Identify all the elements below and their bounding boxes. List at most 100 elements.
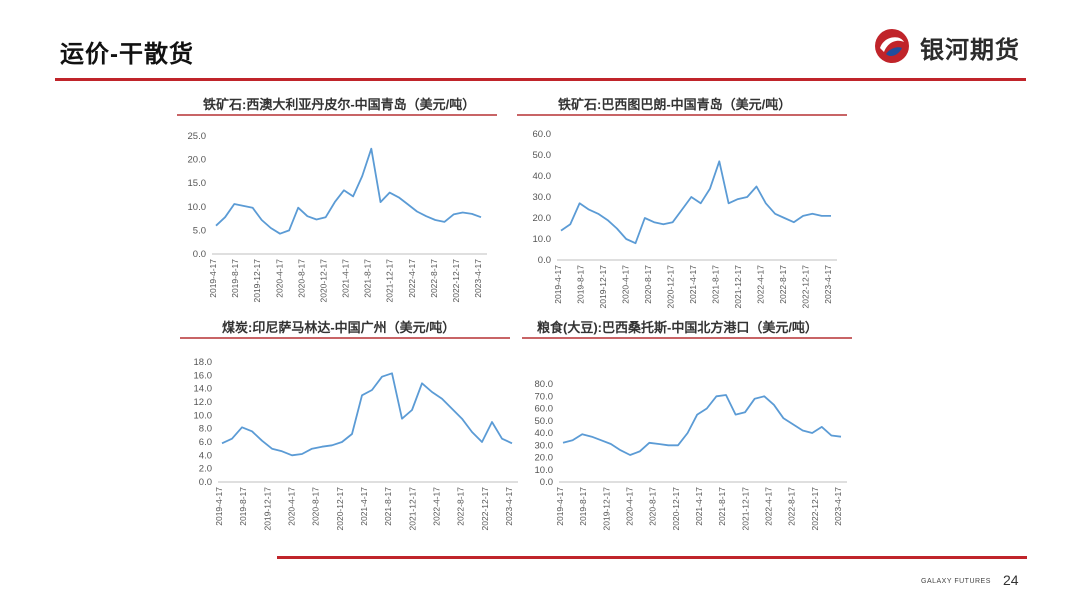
y-tick-label: 50.0 [533,150,552,161]
x-tick-label: 2021-8-17 [717,487,727,526]
x-tick-label: 2021-8-17 [363,259,373,298]
x-tick-label: 2019-12-17 [262,487,272,531]
y-tick-label: 10.0 [535,465,554,476]
x-tick-label: 2020-4-17 [621,265,631,304]
chart-1-title: 铁矿石:西澳大利亚丹皮尔-中国青岛（美元/吨） [203,97,476,112]
x-tick-label: 2020-4-17 [625,487,635,526]
x-tick-label: 2020-12-17 [671,487,681,531]
y-tick-label: 0.0 [199,477,212,488]
x-tick-label: 2019-4-17 [208,259,218,298]
y-tick-label: 10.0 [533,234,552,245]
chart-1-iron-ore-australia: 0.0 5.0 10.0 15.0 20.0 25.0 2019-4-17 2019-8-17… [188,131,487,303]
y-tick-label: 10.0 [194,410,213,421]
y-tick-label: 6.0 [199,437,212,448]
y-tick-label: 60.0 [535,404,554,415]
x-tick-label: 2020-12-17 [335,487,345,531]
x-tick-label: 2022-4-17 [407,259,417,298]
series-line [221,372,513,457]
page-title: 运价-干散货 [60,41,194,68]
y-tick-label: 30.0 [533,192,552,203]
x-tick-label: 2020-4-17 [287,487,297,526]
y-tick-label: 12.0 [194,397,213,408]
x-tick-label: 2020-8-17 [311,487,321,526]
x-tick-label: 2019-8-17 [230,259,240,298]
y-tick-label: 18.0 [194,357,213,368]
chart-4-title-rule [522,337,852,339]
y-tick-label: 20.0 [535,453,554,464]
x-tick-label: 2023-4-17 [833,487,843,526]
x-tick-label: 2019-4-17 [214,487,224,526]
y-tick-label: 8.0 [199,424,212,435]
y-tick-label: 30.0 [535,440,554,451]
x-tick-label: 2022-12-17 [810,487,820,531]
y-tick-label: 2.0 [199,464,212,475]
y-tick-label: 20.0 [188,155,207,166]
series-line [562,394,842,456]
x-tick-label: 2022-8-17 [429,259,439,298]
x-tick-label: 2021-12-17 [740,487,750,531]
chart-2-title: 铁矿石:巴西图巴朗-中国青岛（美元/吨） [558,97,792,112]
header-divider [55,78,1026,81]
x-tick-label: 2019-12-17 [601,487,611,531]
x-tick-label: 2021-12-17 [733,265,743,309]
x-tick-label: 2022-12-17 [480,487,490,531]
x-tick-label: 2019-8-17 [578,487,588,526]
y-tick-label: 20.0 [533,213,552,224]
chart-3-title-rule [180,337,510,339]
y-tick-label: 4.0 [199,450,212,461]
y-tick-label: 70.0 [535,391,554,402]
x-tick-label: 2022-8-17 [456,487,466,526]
y-tick-label: 40.0 [533,171,552,182]
y-tick-label: 60.0 [533,129,552,140]
x-tick-label: 2021-4-17 [359,487,369,526]
x-tick-label: 2019-8-17 [576,265,586,304]
y-tick-label: 80.0 [535,379,554,390]
x-tick-label: 2022-8-17 [787,487,797,526]
x-tick-label: 2019-12-17 [598,265,608,309]
x-tick-label: 2020-8-17 [648,487,658,526]
x-tick-label: 2021-12-17 [407,487,417,531]
chart-4-title: 粮食(大豆):巴西桑托斯-中国北方港口（美元/吨） [537,320,818,335]
x-tick-label: 2022-4-17 [756,265,766,304]
x-tick-label: 2022-12-17 [801,265,811,309]
chart-2-iron-ore-brazil: 0.0 10.0 20.0 30.0 40.0 50.0 60.0 2019-4-17 2019… [533,129,837,309]
y-tick-label: 50.0 [535,416,554,427]
x-tick-label: 2019-4-17 [555,487,565,526]
x-tick-label: 2021-4-17 [341,259,351,298]
y-tick-label: 10.0 [188,202,207,213]
x-tick-label: 2019-12-17 [252,259,262,303]
y-tick-label: 16.0 [194,370,213,381]
x-tick-label: 2021-4-17 [694,487,704,526]
chart-2-title-rule [517,114,847,116]
x-tick-label: 2022-12-17 [451,259,461,303]
x-tick-label: 2021-4-17 [688,265,698,304]
brand-name: 银河期货 [920,37,1020,64]
x-tick-label: 2023-4-17 [473,259,483,298]
y-tick-label: 14.0 [194,384,213,395]
y-tick-label: 0.0 [540,477,553,488]
x-tick-label: 2019-4-17 [553,265,563,304]
x-tick-label: 2022-8-17 [778,265,788,304]
series-line [560,160,831,245]
x-tick-label: 2023-4-17 [823,265,833,304]
chart-4-soybean-brazil: 0.010.020.0 30.040.050.060.0 70.080.0 2019-… [535,379,847,531]
y-tick-label: 25.0 [188,131,207,142]
page-number: 24 [1003,572,1019,588]
x-tick-label: 2020-4-17 [274,259,284,298]
x-tick-label: 2020-12-17 [666,265,676,309]
series-line [215,147,482,235]
x-tick-label: 2021-8-17 [383,487,393,526]
x-tick-label: 2019-8-17 [238,487,248,526]
x-tick-label: 2021-8-17 [711,265,721,304]
x-tick-label: 2020-8-17 [296,259,306,298]
chart-3-coal-indonesia: 0.0 2.0 4.0 6.0 8.0 10.0 12.0 14.0 16.0 18.0 2019-… [194,357,518,531]
x-tick-label: 2020-8-17 [643,265,653,304]
x-tick-label: 2020-12-17 [318,259,328,303]
x-tick-label: 2021-12-17 [385,259,395,303]
galaxy-futures-logo [875,29,909,63]
x-tick-label: 2023-4-17 [504,487,514,526]
y-tick-label: 0.0 [193,249,206,260]
footer-brand: GALAXY FUTURES [921,578,991,585]
chart-1-title-rule [177,114,497,116]
x-tick-label: 2022-4-17 [432,487,442,526]
